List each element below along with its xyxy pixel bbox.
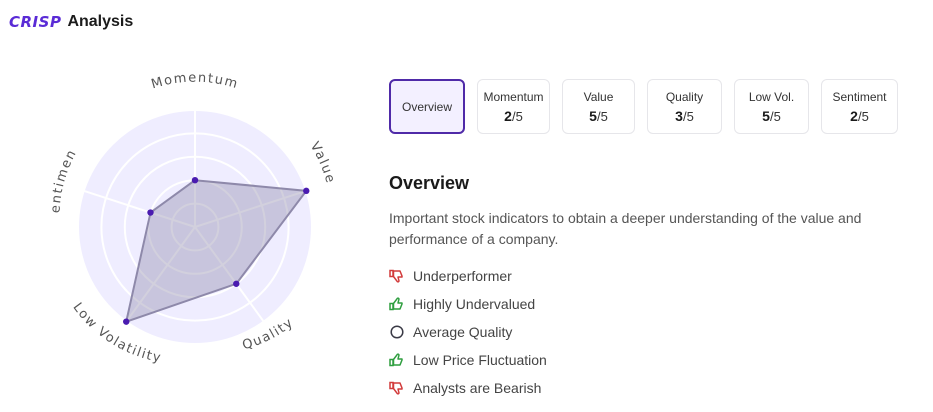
axis-label-sentiment: Sentiment: [30, 60, 80, 214]
tab-score: 5/5: [589, 107, 608, 124]
indicator-label: Analysts are Bearish: [413, 380, 542, 396]
indicator-item: Low Price Fluctuation: [389, 346, 547, 374]
tab-sentiment[interactable]: Sentiment 2/5: [821, 79, 898, 134]
radar-point-momentum: [191, 177, 199, 184]
tab-score: 2/5: [504, 107, 523, 124]
indicator-label: Average Quality: [413, 324, 513, 340]
radar-points: [123, 177, 310, 325]
indicator-item: Highly Undervalued: [389, 290, 547, 318]
thumbs-up-icon: [389, 296, 405, 312]
indicator-label: Underperformer: [413, 268, 512, 284]
tab-value[interactable]: Value 5/5: [562, 79, 635, 134]
app-header: CRISP Analysis: [9, 9, 133, 35]
thumbs-down-icon: [389, 268, 405, 284]
tab-low-vol[interactable]: Low Vol. 5/5: [734, 79, 809, 134]
tab-label: Momentum: [483, 89, 544, 104]
tab-label: Value: [583, 89, 614, 104]
neutral-circle-icon: [389, 324, 405, 340]
radar-svg: Momentum Value Quality Low Volatility Se…: [30, 60, 338, 366]
tab-overview[interactable]: Overview: [389, 79, 465, 134]
radar-axis-line: [83, 189, 196, 228]
indicator-label: Low Price Fluctuation: [413, 352, 547, 368]
tab-score: 5/5: [762, 107, 781, 124]
axis-label-value: Value: [307, 140, 338, 186]
tab-label: Overview: [401, 99, 452, 114]
brand-logo[interactable]: CRISP: [9, 13, 62, 31]
radar-point-quality: [233, 280, 240, 287]
tab-label: Quality: [665, 89, 704, 104]
tab-momentum[interactable]: Momentum 2/5: [477, 79, 550, 134]
thumbs-up-icon: [389, 352, 405, 368]
overview-title: Overview: [389, 173, 470, 193]
radar-point-value: [303, 187, 310, 195]
axis-label-momentum: Momentum: [150, 71, 241, 93]
tab-label: Low Vol.: [748, 89, 795, 104]
overview-description: Important stock indicators to obtain a d…: [389, 210, 862, 247]
radar-polygon: [124, 179, 309, 324]
radar-chart: Momentum Value Quality Low Volatility Se…: [30, 60, 360, 400]
radar-point-sentiment: [147, 209, 154, 216]
tab-label: Sentiment: [832, 89, 887, 104]
indicator-item: Average Quality: [389, 318, 547, 346]
radar-axis-line: [125, 226, 196, 323]
score-tabs: Overview Momentum 2/5 Value 5/5 Quality …: [389, 79, 898, 134]
indicator-list: Underperformer Highly Undervalued Averag…: [389, 262, 547, 402]
thumbs-down-icon: [389, 380, 405, 396]
indicator-item: Underperformer: [389, 262, 547, 290]
tab-score: 2/5: [850, 107, 869, 124]
tab-quality[interactable]: Quality 3/5: [647, 79, 722, 134]
page-title: Analysis: [67, 13, 134, 30]
indicator-item: Analysts are Bearish: [389, 374, 547, 402]
radar-axis-line: [194, 226, 265, 323]
radar-point-low-volatility: [123, 318, 130, 325]
tab-score: 3/5: [675, 107, 694, 124]
radar-axis-line: [194, 189, 307, 228]
indicator-label: Highly Undervalued: [413, 296, 536, 312]
